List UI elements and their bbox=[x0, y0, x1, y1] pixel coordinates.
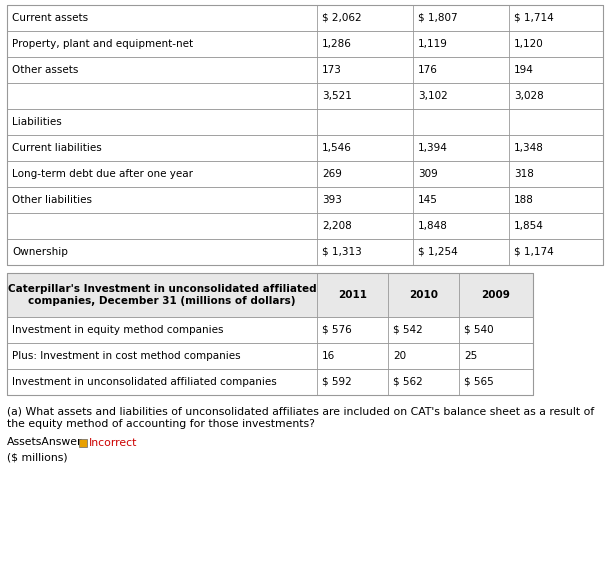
Bar bbox=[7, 187, 603, 213]
Text: Other assets: Other assets bbox=[12, 65, 79, 75]
Text: 309: 309 bbox=[418, 169, 438, 179]
Text: $ 540: $ 540 bbox=[464, 325, 494, 335]
Bar bbox=[7, 343, 533, 369]
Bar bbox=[7, 5, 603, 31]
Bar bbox=[7, 135, 603, 161]
Text: 145: 145 bbox=[418, 195, 438, 205]
Text: 3,028: 3,028 bbox=[514, 91, 544, 101]
Text: 1,854: 1,854 bbox=[514, 221, 544, 231]
Text: Liabilities: Liabilities bbox=[12, 117, 62, 127]
Bar bbox=[7, 317, 533, 343]
Text: Long-term debt due after one year: Long-term debt due after one year bbox=[12, 169, 193, 179]
Text: Investment in unconsolidated affiliated companies: Investment in unconsolidated affiliated … bbox=[12, 377, 276, 387]
Text: $ 592: $ 592 bbox=[322, 377, 352, 387]
Text: 188: 188 bbox=[514, 195, 534, 205]
Text: Property, plant and equipment-net: Property, plant and equipment-net bbox=[12, 39, 193, 49]
Text: $ 562: $ 562 bbox=[393, 377, 423, 387]
Bar bbox=[7, 239, 603, 265]
Bar bbox=[7, 161, 603, 187]
Bar bbox=[7, 109, 603, 135]
Text: 1,120: 1,120 bbox=[514, 39, 544, 49]
Text: (a) What assets and liabilities of unconsolidated affiliates are included on CAT: (a) What assets and liabilities of uncon… bbox=[7, 407, 594, 429]
Bar bbox=[7, 369, 533, 395]
Bar bbox=[7, 273, 533, 395]
Text: Incorrect: Incorrect bbox=[89, 438, 138, 448]
Text: ($ millions): ($ millions) bbox=[7, 453, 68, 463]
Text: 393: 393 bbox=[322, 195, 342, 205]
Text: $ 1,313: $ 1,313 bbox=[322, 247, 362, 257]
Text: 318: 318 bbox=[514, 169, 534, 179]
Text: AssetsAnswer: AssetsAnswer bbox=[7, 437, 82, 447]
Bar bbox=[7, 213, 603, 239]
Text: $ 1,714: $ 1,714 bbox=[514, 13, 554, 23]
Text: 25: 25 bbox=[464, 351, 477, 361]
Bar bbox=[79, 439, 87, 447]
Text: 1,286: 1,286 bbox=[322, 39, 352, 49]
Text: 269: 269 bbox=[322, 169, 342, 179]
Bar bbox=[7, 31, 603, 57]
Text: 2011: 2011 bbox=[338, 290, 367, 300]
Text: 20: 20 bbox=[393, 351, 406, 361]
Text: Other liabilities: Other liabilities bbox=[12, 195, 92, 205]
Bar bbox=[7, 5, 603, 265]
Text: 1,394: 1,394 bbox=[418, 143, 448, 153]
Text: $ 542: $ 542 bbox=[393, 325, 423, 335]
Text: 1,119: 1,119 bbox=[418, 39, 448, 49]
Text: Ownership: Ownership bbox=[12, 247, 68, 257]
Text: Current liabilities: Current liabilities bbox=[12, 143, 102, 153]
Text: 194: 194 bbox=[514, 65, 534, 75]
Text: Plus: Investment in cost method companies: Plus: Investment in cost method companie… bbox=[12, 351, 241, 361]
Text: 1,848: 1,848 bbox=[418, 221, 448, 231]
Text: 176: 176 bbox=[418, 65, 438, 75]
Text: $ 2,062: $ 2,062 bbox=[322, 13, 362, 23]
Text: $ 1,174: $ 1,174 bbox=[514, 247, 554, 257]
Text: Current assets: Current assets bbox=[12, 13, 88, 23]
Text: 3,521: 3,521 bbox=[322, 91, 352, 101]
Text: $ 576: $ 576 bbox=[322, 325, 352, 335]
Text: Investment in equity method companies: Investment in equity method companies bbox=[12, 325, 224, 335]
Text: 173: 173 bbox=[322, 65, 342, 75]
Text: 16: 16 bbox=[322, 351, 335, 361]
Bar bbox=[7, 273, 533, 317]
Text: 1,348: 1,348 bbox=[514, 143, 544, 153]
Text: $ 1,807: $ 1,807 bbox=[418, 13, 457, 23]
Text: 1,546: 1,546 bbox=[322, 143, 352, 153]
Text: Caterpillar's Investment in unconsolidated affiliated
companies, December 31 (mi: Caterpillar's Investment in unconsolidat… bbox=[8, 284, 316, 306]
Text: 2,208: 2,208 bbox=[322, 221, 352, 231]
Text: 2010: 2010 bbox=[409, 290, 438, 300]
Bar bbox=[7, 83, 603, 109]
Text: $ 565: $ 565 bbox=[464, 377, 494, 387]
Bar bbox=[7, 57, 603, 83]
Text: 3,102: 3,102 bbox=[418, 91, 448, 101]
Text: $ 1,254: $ 1,254 bbox=[418, 247, 458, 257]
Text: 2009: 2009 bbox=[482, 290, 510, 300]
